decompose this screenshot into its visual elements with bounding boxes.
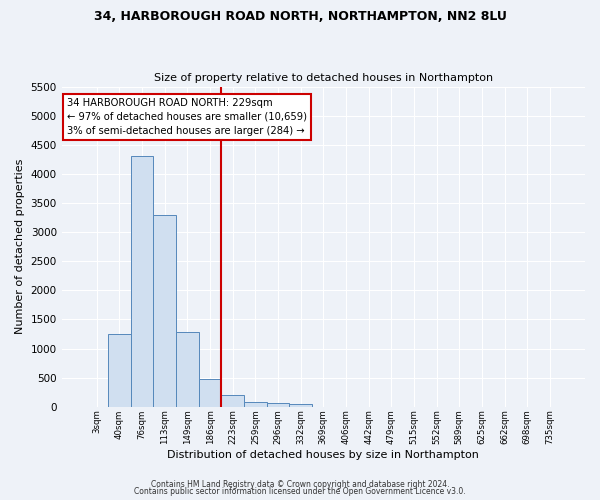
Text: 34 HARBOROUGH ROAD NORTH: 229sqm
← 97% of detached houses are smaller (10,659)
3: 34 HARBOROUGH ROAD NORTH: 229sqm ← 97% o… <box>67 98 307 136</box>
Y-axis label: Number of detached properties: Number of detached properties <box>15 159 25 334</box>
Bar <box>131 156 154 407</box>
Text: Contains HM Land Registry data © Crown copyright and database right 2024.: Contains HM Land Registry data © Crown c… <box>151 480 449 489</box>
Text: Contains public sector information licensed under the Open Government Licence v3: Contains public sector information licen… <box>134 487 466 496</box>
Bar <box>154 214 176 407</box>
Bar <box>108 334 131 407</box>
Bar <box>289 404 312 407</box>
Bar <box>266 404 289 407</box>
Text: 34, HARBOROUGH ROAD NORTH, NORTHAMPTON, NN2 8LU: 34, HARBOROUGH ROAD NORTH, NORTHAMPTON, … <box>94 10 506 23</box>
Bar <box>221 395 244 407</box>
X-axis label: Distribution of detached houses by size in Northampton: Distribution of detached houses by size … <box>167 450 479 460</box>
Bar <box>244 402 266 407</box>
Title: Size of property relative to detached houses in Northampton: Size of property relative to detached ho… <box>154 73 493 83</box>
Bar <box>199 379 221 407</box>
Bar <box>176 332 199 407</box>
